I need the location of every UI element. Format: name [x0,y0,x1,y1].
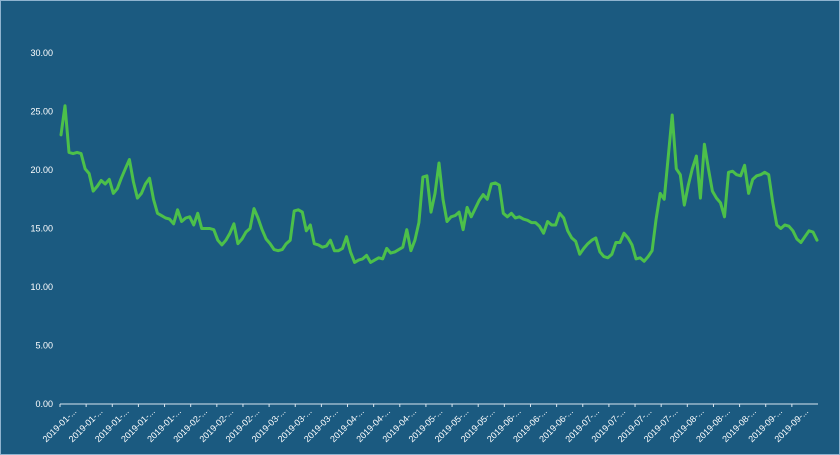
y-tick-label: 5.00 [35,341,53,351]
y-tick-label: 0.00 [35,399,53,409]
y-tick-label: 15.00 [30,224,53,234]
series-line [59,104,819,264]
y-tick-label: 25.00 [30,107,53,117]
x-axis: 2019-01-...2019-01-...2019-01-...2019-01… [41,403,818,444]
series-group [59,104,819,264]
y-tick-label: 10.00 [30,282,53,292]
y-axis: 0.00 5.00 10.00 15.00 20.00 25.00 30.00 [30,48,53,409]
y-tick-label: 30.00 [30,48,53,58]
y-tick-label: 20.00 [30,165,53,175]
